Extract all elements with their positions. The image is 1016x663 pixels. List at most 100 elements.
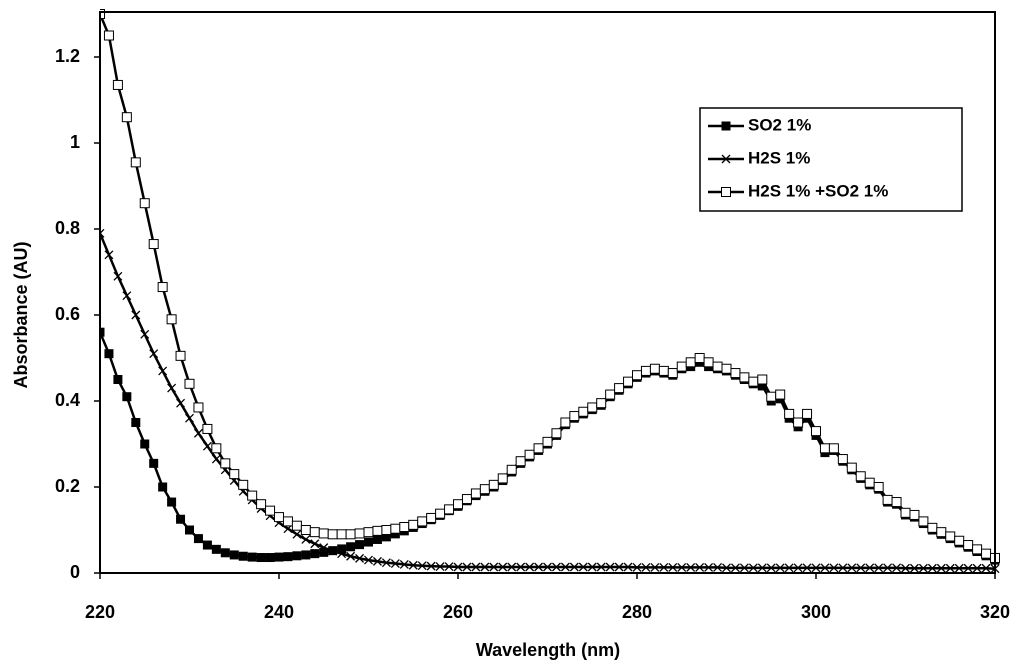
marker xyxy=(185,525,194,535)
marker xyxy=(337,544,347,554)
marker xyxy=(435,562,445,572)
marker xyxy=(954,563,964,573)
marker xyxy=(193,534,203,544)
marker xyxy=(712,361,723,372)
marker xyxy=(739,372,750,383)
marker xyxy=(238,479,249,490)
legend-marker xyxy=(721,154,731,164)
marker xyxy=(837,454,848,465)
marker xyxy=(784,408,795,419)
marker xyxy=(140,439,150,449)
marker xyxy=(856,563,866,573)
marker xyxy=(256,553,266,563)
marker xyxy=(157,282,168,293)
marker xyxy=(202,540,212,550)
marker xyxy=(100,327,105,337)
marker xyxy=(282,516,293,527)
marker xyxy=(927,522,938,533)
marker xyxy=(748,563,758,573)
marker xyxy=(292,551,302,561)
marker xyxy=(560,417,571,428)
marker xyxy=(909,509,920,520)
marker xyxy=(802,563,812,573)
marker xyxy=(318,528,329,539)
marker xyxy=(166,314,177,325)
series-line xyxy=(100,232,996,570)
y-tick-label: 0 xyxy=(70,562,80,582)
marker xyxy=(891,497,902,508)
marker xyxy=(623,376,634,387)
marker xyxy=(238,551,248,561)
marker xyxy=(148,239,159,250)
marker xyxy=(632,562,642,572)
marker xyxy=(167,497,177,507)
marker xyxy=(927,563,937,573)
y-tick-label: 0.8 xyxy=(55,218,80,238)
marker xyxy=(936,527,947,538)
marker xyxy=(461,494,472,505)
marker xyxy=(229,469,240,480)
marker xyxy=(972,563,982,573)
marker xyxy=(444,504,455,515)
marker xyxy=(909,563,919,573)
marker xyxy=(828,443,839,454)
marker xyxy=(722,563,731,573)
y-tick-label: 0.4 xyxy=(55,390,80,410)
marker xyxy=(981,563,991,573)
marker xyxy=(551,428,562,439)
marker xyxy=(364,537,373,547)
marker xyxy=(677,562,687,572)
marker xyxy=(462,562,472,572)
marker xyxy=(444,562,454,572)
plot-frame xyxy=(99,11,996,574)
marker xyxy=(247,552,257,562)
marker xyxy=(578,406,589,417)
marker xyxy=(417,516,428,527)
y-tick-label: 1 xyxy=(70,132,80,152)
marker xyxy=(596,562,606,572)
marker xyxy=(390,523,401,534)
marker xyxy=(256,499,267,510)
marker xyxy=(873,482,884,492)
marker xyxy=(865,563,875,573)
marker xyxy=(900,507,911,518)
x-tick-label: 260 xyxy=(443,602,473,622)
marker xyxy=(766,563,776,573)
marker xyxy=(829,563,839,573)
marker xyxy=(301,535,311,544)
marker xyxy=(766,391,777,402)
marker xyxy=(113,375,123,384)
marker xyxy=(337,549,347,559)
marker xyxy=(524,449,535,460)
marker xyxy=(775,389,786,400)
marker xyxy=(327,529,338,540)
legend-marker xyxy=(721,187,731,197)
marker xyxy=(838,563,848,573)
marker xyxy=(122,392,132,402)
marker xyxy=(211,544,221,554)
marker xyxy=(489,562,499,572)
marker xyxy=(685,357,696,368)
marker xyxy=(112,79,123,90)
legend-label: SO2 1% xyxy=(748,115,811,134)
marker xyxy=(802,408,813,419)
marker xyxy=(623,562,633,572)
marker xyxy=(551,562,561,572)
marker xyxy=(659,562,669,572)
marker xyxy=(265,505,276,516)
marker xyxy=(100,9,105,19)
marker xyxy=(310,549,320,559)
marker xyxy=(319,547,329,557)
y-axis-label: Absorbance (AU) xyxy=(11,241,31,388)
marker xyxy=(757,563,767,573)
marker xyxy=(507,562,517,572)
marker xyxy=(399,521,410,532)
marker xyxy=(211,443,222,454)
x-tick-label: 220 xyxy=(85,602,115,622)
marker xyxy=(328,546,338,556)
marker xyxy=(847,563,857,573)
marker xyxy=(220,548,230,558)
marker xyxy=(300,525,311,535)
marker xyxy=(614,562,624,572)
